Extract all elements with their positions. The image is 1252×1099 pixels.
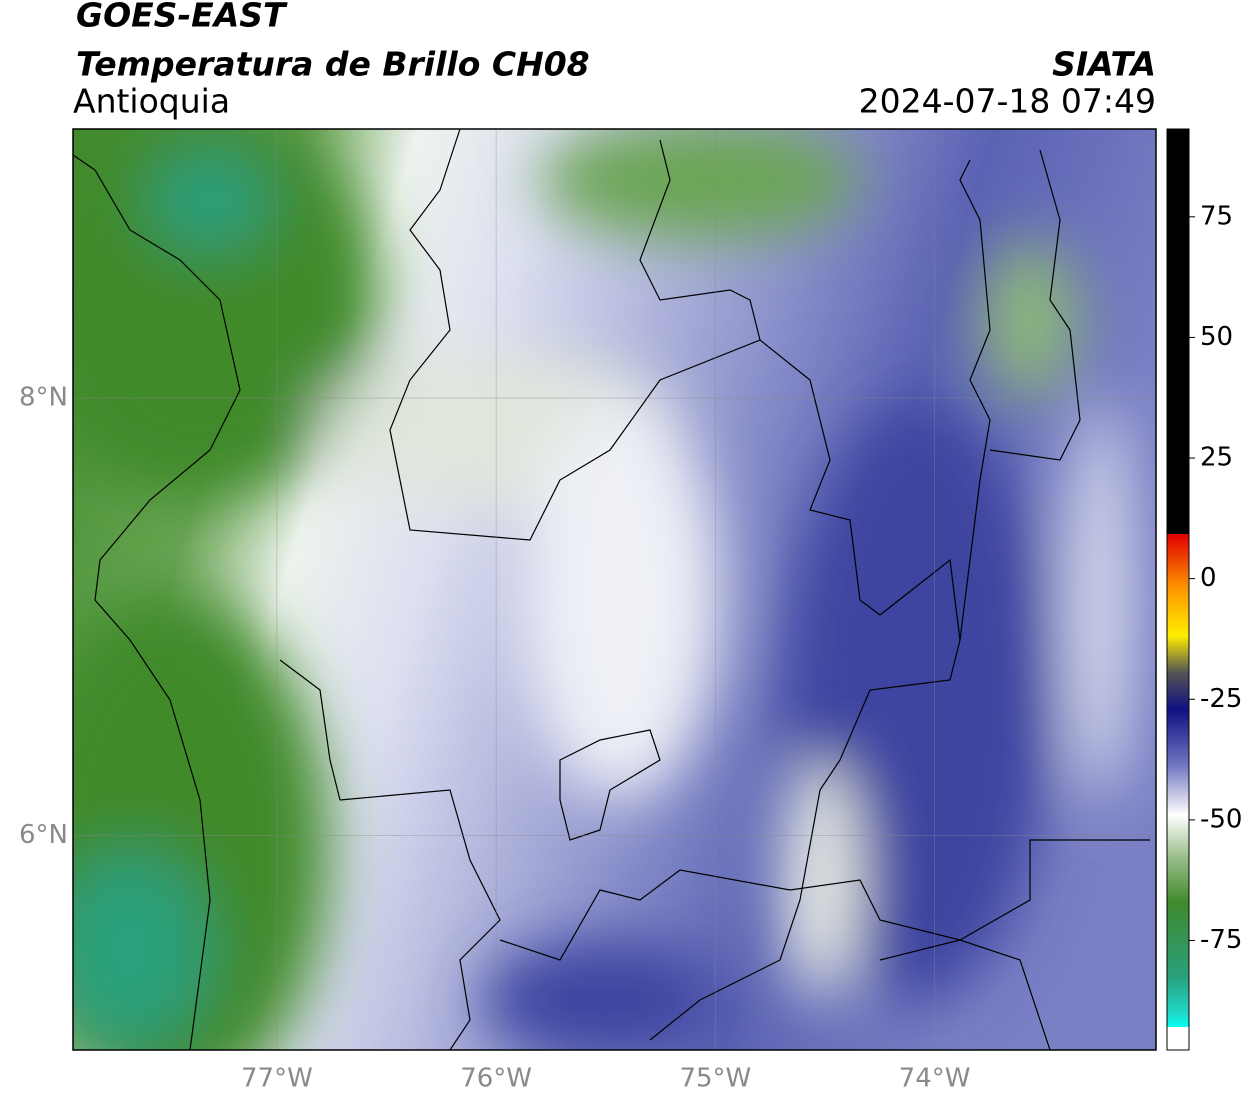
brightness-field — [73, 129, 1156, 1050]
colorbar-tick-label: 0 — [1200, 563, 1217, 593]
borders — [73, 129, 1150, 1050]
datetime: 2024-07-18 07:49 — [859, 82, 1156, 121]
colorbar-tick-label: 50 — [1200, 322, 1233, 352]
lat-tick-label: 6°N — [19, 820, 68, 850]
region: Antioquia — [73, 82, 230, 121]
lon-tick-label: 76°W — [460, 1064, 532, 1094]
colorbar-tick-label: -25 — [1200, 684, 1242, 714]
colorbar-tick-label: 75 — [1200, 201, 1233, 231]
lon-tick-label: 77°W — [241, 1064, 313, 1094]
map-frame — [72, 128, 1157, 1051]
graticule — [73, 129, 1156, 1050]
lon-tick-label: 74°W — [899, 1064, 971, 1094]
colorbar-tick-label: 25 — [1200, 443, 1233, 473]
source: SIATA — [1052, 45, 1156, 84]
colorbar-tick-label: -50 — [1200, 804, 1242, 834]
lat-tick-label: 8°N — [19, 383, 68, 413]
title: GOES-EAST — [76, 0, 288, 35]
colorbar-tick-label: -75 — [1200, 925, 1242, 955]
colorbar — [1166, 128, 1190, 1051]
subtitle: Temperatura de Brillo CH08 — [76, 45, 590, 84]
lon-tick-label: 75°W — [679, 1064, 751, 1094]
